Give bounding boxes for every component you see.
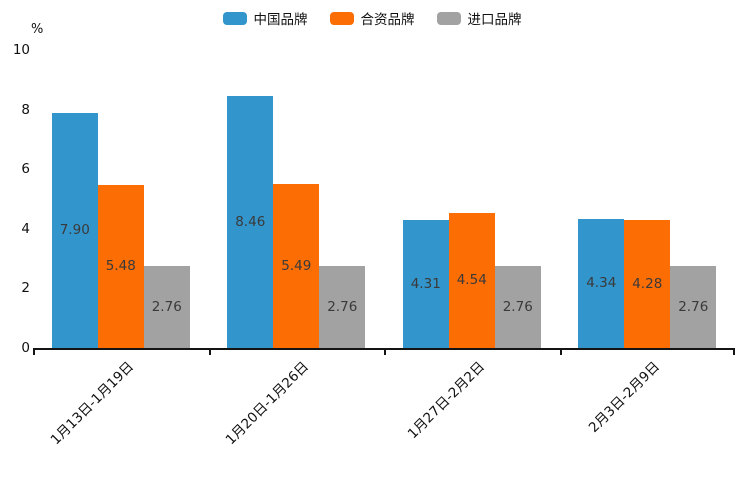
bar-series2-group0[interactable]: 2.76 [143,265,190,348]
bar-series0-group1[interactable]: 8.46 [227,95,274,348]
x-axis-category-label: 1月27日-2月2日 [404,358,488,443]
bar-series1-group0[interactable]: 5.48 [97,184,144,348]
legend-item-label: 合资品牌 [360,12,415,28]
legend-item-1[interactable]: 合资品牌 [329,8,415,28]
x-axis-category-label: 2月3日-2月9日 [586,358,664,436]
x-axis-line [33,348,735,350]
bar-value-label: 7.90 [59,222,90,239]
y-axis-tick-label: 0 [21,340,30,356]
legend-swatch-icon [329,11,354,25]
legend-item-0[interactable]: 中国品牌 [222,8,308,28]
legend-item-label: 进口品牌 [467,12,522,28]
x-axis-tick [208,350,211,355]
bar-value-label: 2.76 [327,298,358,315]
bar-value-label: 4.28 [632,276,663,293]
bar-series1-group3[interactable]: 4.28 [624,220,671,348]
bar-value-label: 2.76 [151,298,182,315]
bar-series0-group3[interactable]: 4.34 [578,218,625,348]
bar-value-label: 5.48 [105,258,136,275]
bar-value-label: 2.76 [502,298,533,315]
legend-item-2[interactable]: 进口品牌 [436,8,522,28]
legend-swatch-icon [436,11,461,25]
bar-value-label: 4.31 [410,275,441,292]
bar-value-label: 8.46 [235,213,266,230]
bar-series0-group2[interactable]: 4.31 [402,219,449,348]
bar-value-label: 4.34 [586,275,617,292]
y-axis-tick-label: 4 [21,220,30,237]
legend-swatch-icon [222,11,247,25]
bar-series0-group0[interactable]: 7.90 [51,112,98,348]
bar-value-label: 5.49 [281,258,312,275]
bar-series2-group3[interactable]: 2.76 [670,265,717,348]
legend-item-label: 中国品牌 [253,12,308,28]
bar-series1-group2[interactable]: 4.54 [448,212,495,348]
bar-series1-group1[interactable]: 5.49 [273,184,320,348]
x-axis-category-label: 1月20日-1月26日 [222,358,313,449]
bar-series2-group1[interactable]: 2.76 [319,265,366,348]
bar-value-label: 4.54 [456,272,487,289]
x-axis-tick [33,350,35,355]
x-axis-category-label: 1月13日-1月19日 [47,358,137,449]
y-axis-tick-label: 8 [21,101,30,118]
y-axis-tick-label: 2 [21,280,30,297]
x-axis-tick [559,350,562,355]
bar-series2-group2[interactable]: 2.76 [494,265,541,348]
y-axis-tick-label: 10 [12,42,30,58]
x-axis-tick [733,350,735,355]
y-axis-unit-label: % [31,22,44,37]
y-axis-tick-label: 6 [21,161,30,178]
bar-value-label: 2.76 [678,298,709,315]
x-axis-tick [384,350,386,355]
legend: 中国品牌 合资品牌 进口品牌 [0,8,744,28]
